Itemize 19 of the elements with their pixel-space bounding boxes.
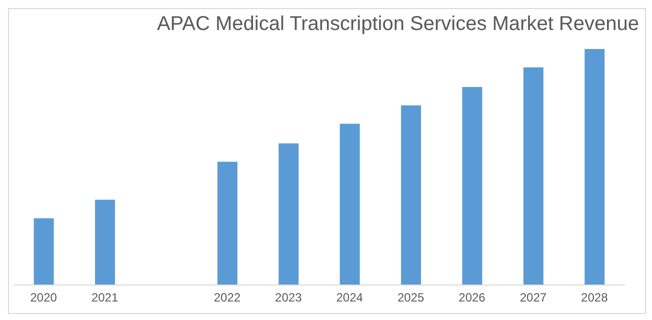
bar <box>278 143 299 285</box>
bar <box>462 86 482 285</box>
chart-title: APAC Medical Transcription Services Market Revenue <box>156 13 639 36</box>
x-tick-label: 2021 <box>91 290 118 305</box>
x-tick-label: 2022 <box>214 290 241 305</box>
bar <box>217 162 238 285</box>
bar <box>95 200 116 285</box>
bar <box>34 218 54 285</box>
bar <box>340 124 360 285</box>
x-tick-label: 2028 <box>581 290 608 305</box>
x-tick-label: 2020 <box>30 290 58 305</box>
x-tick-label: 2027 <box>520 290 547 305</box>
x-tick-label: 2023 <box>275 290 302 305</box>
x-tick-label: 2025 <box>397 290 424 305</box>
bar <box>401 105 422 285</box>
bar <box>523 67 544 285</box>
bar <box>584 49 605 285</box>
x-tick-label: 2026 <box>458 290 486 305</box>
x-tick-label: 2024 <box>336 290 364 305</box>
